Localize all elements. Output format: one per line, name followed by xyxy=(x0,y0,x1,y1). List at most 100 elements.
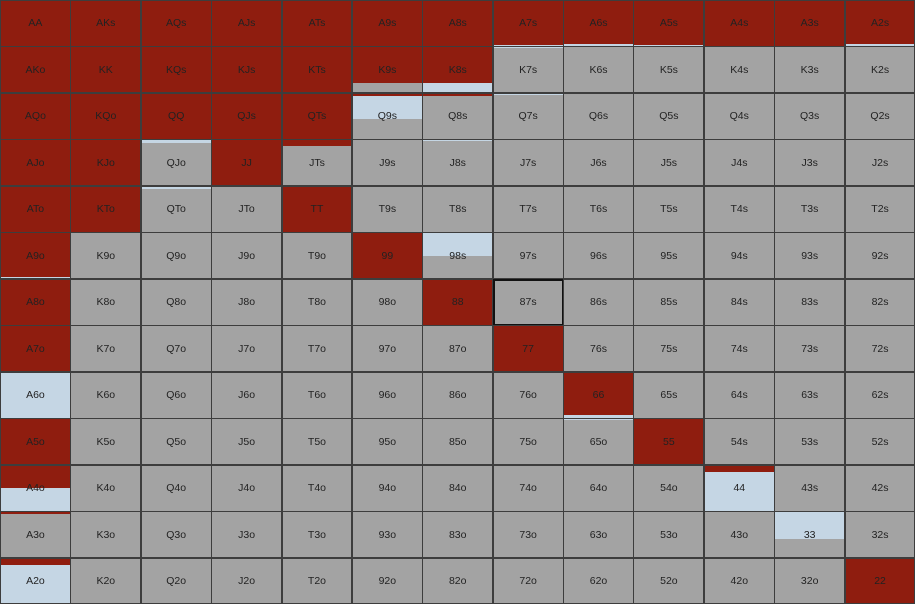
hand-cell-J6o[interactable]: J6o xyxy=(211,371,283,419)
hand-cell-Q5o[interactable]: Q5o xyxy=(140,418,212,466)
hand-cell-73o[interactable]: 73o xyxy=(492,511,564,559)
hand-cell-ATo[interactable]: ATo xyxy=(0,185,71,233)
hand-cell-T3o[interactable]: T3o xyxy=(281,511,353,559)
hand-cell-95o[interactable]: 95o xyxy=(351,418,423,466)
hand-cell-32o[interactable]: 32o xyxy=(774,557,846,604)
hand-cell-QJs[interactable]: QJs xyxy=(211,92,283,140)
hand-cell-86s[interactable]: 86s xyxy=(563,278,634,326)
hand-cell-92s[interactable]: 92s xyxy=(844,232,915,280)
hand-cell-82o[interactable]: 82o xyxy=(422,557,494,604)
hand-cell-43o[interactable]: 43o xyxy=(703,511,775,559)
hand-cell-A7o[interactable]: A7o xyxy=(0,325,71,373)
hand-cell-T6o[interactable]: T6o xyxy=(281,371,353,419)
hand-cell-J4s[interactable]: J4s xyxy=(703,139,775,187)
hand-cell-88[interactable]: 88 xyxy=(422,278,494,326)
hand-cell-Q3s[interactable]: Q3s xyxy=(774,92,846,140)
hand-cell-AJs[interactable]: AJs xyxy=(211,0,283,47)
hand-cell-A2o[interactable]: A2o xyxy=(0,557,71,604)
hand-cell-K7o[interactable]: K7o xyxy=(70,325,142,373)
hand-cell-85o[interactable]: 85o xyxy=(422,418,494,466)
hand-cell-JTs[interactable]: JTs xyxy=(281,139,353,187)
hand-cell-42o[interactable]: 42o xyxy=(703,557,775,604)
hand-cell-A6o[interactable]: A6o xyxy=(0,371,71,419)
hand-cell-J5s[interactable]: J5s xyxy=(633,139,705,187)
hand-cell-95s[interactable]: 95s xyxy=(633,232,705,280)
hand-cell-77[interactable]: 77 xyxy=(492,325,564,373)
hand-cell-J3s[interactable]: J3s xyxy=(774,139,846,187)
hand-cell-A9o[interactable]: A9o xyxy=(0,232,71,280)
hand-cell-T3s[interactable]: T3s xyxy=(774,185,846,233)
hand-cell-99[interactable]: 99 xyxy=(351,232,423,280)
hand-cell-94o[interactable]: 94o xyxy=(351,464,423,512)
hand-cell-Q5s[interactable]: Q5s xyxy=(633,92,705,140)
hand-cell-KQo[interactable]: KQo xyxy=(70,92,142,140)
hand-cell-T5o[interactable]: T5o xyxy=(281,418,353,466)
hand-cell-Q8o[interactable]: Q8o xyxy=(140,278,212,326)
hand-cell-65o[interactable]: 65o xyxy=(563,418,634,466)
hand-cell-93s[interactable]: 93s xyxy=(774,232,846,280)
hand-cell-84s[interactable]: 84s xyxy=(703,278,775,326)
hand-cell-87o[interactable]: 87o xyxy=(422,325,494,373)
hand-cell-97s[interactable]: 97s xyxy=(492,232,564,280)
hand-cell-66[interactable]: 66 xyxy=(563,371,634,419)
hand-cell-94s[interactable]: 94s xyxy=(703,232,775,280)
hand-cell-53o[interactable]: 53o xyxy=(633,511,705,559)
hand-cell-98o[interactable]: 98o xyxy=(351,278,423,326)
hand-cell-72o[interactable]: 72o xyxy=(492,557,564,604)
hand-cell-T7o[interactable]: T7o xyxy=(281,325,353,373)
hand-cell-QTs[interactable]: QTs xyxy=(281,92,353,140)
hand-cell-KJs[interactable]: KJs xyxy=(211,46,283,94)
hand-cell-K6s[interactable]: K6s xyxy=(563,46,634,94)
hand-cell-98s[interactable]: 98s xyxy=(422,232,494,280)
hand-cell-A7s[interactable]: A7s xyxy=(492,0,564,47)
hand-cell-QTo[interactable]: QTo xyxy=(140,185,212,233)
hand-cell-J7s[interactable]: J7s xyxy=(492,139,564,187)
hand-cell-QQ[interactable]: QQ xyxy=(140,92,212,140)
hand-cell-65s[interactable]: 65s xyxy=(633,371,705,419)
hand-cell-A3o[interactable]: A3o xyxy=(0,511,71,559)
hand-cell-KTs[interactable]: KTs xyxy=(281,46,353,94)
hand-cell-K7s[interactable]: K7s xyxy=(492,46,564,94)
hand-cell-74s[interactable]: 74s xyxy=(703,325,775,373)
hand-cell-K2s[interactable]: K2s xyxy=(844,46,915,94)
hand-cell-T5s[interactable]: T5s xyxy=(633,185,705,233)
hand-cell-75o[interactable]: 75o xyxy=(492,418,564,466)
hand-cell-K5s[interactable]: K5s xyxy=(633,46,705,94)
hand-cell-KJo[interactable]: KJo xyxy=(70,139,142,187)
hand-cell-T7s[interactable]: T7s xyxy=(492,185,564,233)
hand-cell-KK[interactable]: KK xyxy=(70,46,142,94)
hand-cell-AA[interactable]: AA xyxy=(0,0,71,47)
hand-cell-J2s[interactable]: J2s xyxy=(844,139,915,187)
hand-cell-A5s[interactable]: A5s xyxy=(633,0,705,47)
hand-cell-Q2s[interactable]: Q2s xyxy=(844,92,915,140)
hand-cell-Q3o[interactable]: Q3o xyxy=(140,511,212,559)
hand-cell-53s[interactable]: 53s xyxy=(774,418,846,466)
hand-cell-75s[interactable]: 75s xyxy=(633,325,705,373)
hand-cell-44[interactable]: 44 xyxy=(703,464,775,512)
hand-cell-A2s[interactable]: A2s xyxy=(844,0,915,47)
hand-cell-42s[interactable]: 42s xyxy=(844,464,915,512)
hand-cell-96s[interactable]: 96s xyxy=(563,232,634,280)
hand-cell-52s[interactable]: 52s xyxy=(844,418,915,466)
hand-cell-K9o[interactable]: K9o xyxy=(70,232,142,280)
hand-cell-Q8s[interactable]: Q8s xyxy=(422,92,494,140)
hand-cell-T4s[interactable]: T4s xyxy=(703,185,775,233)
hand-cell-A8o[interactable]: A8o xyxy=(0,278,71,326)
hand-cell-J9s[interactable]: J9s xyxy=(351,139,423,187)
hand-cell-Q9o[interactable]: Q9o xyxy=(140,232,212,280)
hand-cell-T8s[interactable]: T8s xyxy=(422,185,494,233)
hand-cell-QJo[interactable]: QJo xyxy=(140,139,212,187)
hand-cell-63s[interactable]: 63s xyxy=(774,371,846,419)
hand-cell-A3s[interactable]: A3s xyxy=(774,0,846,47)
hand-cell-K8o[interactable]: K8o xyxy=(70,278,142,326)
hand-cell-A4s[interactable]: A4s xyxy=(703,0,775,47)
hand-cell-73s[interactable]: 73s xyxy=(774,325,846,373)
hand-cell-K9s[interactable]: K9s xyxy=(351,46,423,94)
hand-cell-Q6o[interactable]: Q6o xyxy=(140,371,212,419)
hand-cell-62o[interactable]: 62o xyxy=(563,557,634,604)
hand-cell-J4o[interactable]: J4o xyxy=(211,464,283,512)
hand-cell-T6s[interactable]: T6s xyxy=(563,185,634,233)
hand-cell-JJ[interactable]: JJ xyxy=(211,139,283,187)
hand-cell-K2o[interactable]: K2o xyxy=(70,557,142,604)
hand-cell-54o[interactable]: 54o xyxy=(633,464,705,512)
